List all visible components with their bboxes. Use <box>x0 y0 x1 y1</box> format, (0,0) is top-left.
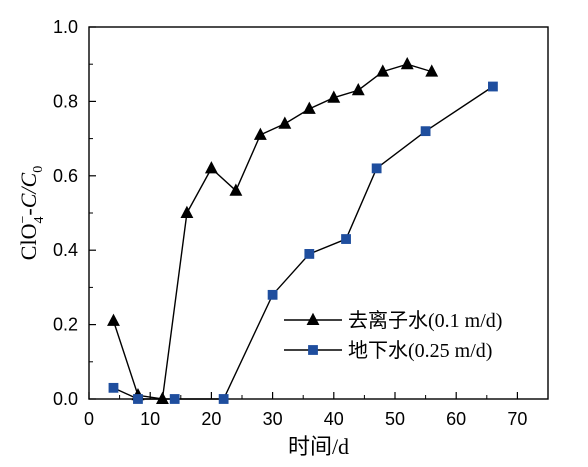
data-point-triangle <box>156 391 169 405</box>
x-tick-label: 20 <box>201 409 221 429</box>
data-point-triangle <box>302 101 316 114</box>
x-axis-title: 时间/d <box>288 434 349 459</box>
legend-item: 地下水(0.25 m/d) <box>284 339 492 362</box>
legend-item: 去离子水(0.1 m/d) <box>284 309 502 332</box>
y-tick-label: 0.2 <box>53 315 78 335</box>
x-tick-label: 30 <box>263 409 283 429</box>
svg-text:ClO4−-C/C0: ClO4−-C/C0 <box>16 166 47 260</box>
y-tick-label: 1.0 <box>53 17 78 37</box>
data-point-triangle <box>376 64 390 77</box>
data-point-square <box>304 249 315 259</box>
data-point-triangle <box>327 90 341 103</box>
y-axis-title-subscript: 4 <box>32 217 47 224</box>
data-point-square <box>218 394 229 404</box>
data-point-triangle <box>229 183 243 196</box>
data-point-triangle <box>107 313 120 326</box>
x-tick-label: 10 <box>140 409 160 429</box>
y-axis-title-middle: -C/ <box>16 186 41 216</box>
y-axis-title-c0: C <box>16 172 41 187</box>
legend-marker <box>308 345 318 355</box>
x-tick-label: 70 <box>507 409 527 429</box>
data-point-square <box>420 126 431 137</box>
y-tick-label: 0.6 <box>53 166 78 186</box>
data-point-triangle <box>278 116 292 129</box>
x-tick-label: 60 <box>446 409 466 429</box>
series-line <box>113 85 494 400</box>
y-tick-label: 0.8 <box>53 91 78 111</box>
legend-label: 去离子水(0.1 m/d) <box>348 309 502 332</box>
y-axis-title: ClO4−-C/C0 <box>16 166 47 260</box>
data-point-triangle <box>253 127 267 140</box>
data-point-square <box>371 163 382 174</box>
data-point-square <box>267 289 278 300</box>
data-point-triangle <box>425 64 439 77</box>
legend-marker <box>306 312 320 326</box>
data-point-triangle <box>204 161 218 174</box>
axis-layer: 0 10 20 30 40 50 60 70 0.0 0.2 0.4 0.6 0.8 1.0 <box>53 17 527 429</box>
x-tick-label: 0 <box>84 409 94 429</box>
y-axis-title-subscript-zero: 0 <box>31 166 46 173</box>
series-groundwater <box>108 81 498 404</box>
x-tick-label: 40 <box>324 409 344 429</box>
y-tick-label: 0.4 <box>53 240 78 260</box>
data-point-square <box>133 394 143 404</box>
series-layer <box>107 56 498 405</box>
data-point-square <box>488 81 498 92</box>
legend-label: 地下水(0.25 m/d) <box>348 339 492 362</box>
data-point-triangle <box>180 205 194 219</box>
y-axis-title-prefix: ClO <box>16 224 41 261</box>
legend: 去离子水(0.1 m/d) 地下水(0.25 m/d) <box>284 309 502 362</box>
data-point-triangle <box>351 82 365 96</box>
data-point-square <box>169 394 180 404</box>
y-axis-title-superscript: − <box>16 216 31 224</box>
data-point-square <box>108 382 119 393</box>
x-tick-label: 50 <box>385 409 405 429</box>
data-point-square <box>341 234 351 244</box>
y-tick-label: 0.0 <box>53 389 78 409</box>
data-point-triangle <box>400 56 414 70</box>
